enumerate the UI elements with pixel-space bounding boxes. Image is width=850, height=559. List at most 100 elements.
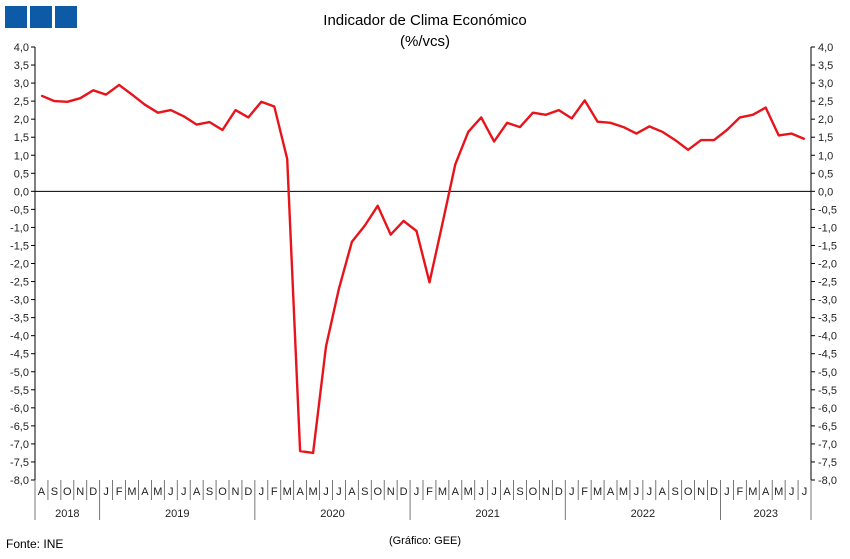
data-point bbox=[558, 109, 560, 111]
x-tick-label: F bbox=[581, 486, 588, 498]
data-point bbox=[144, 104, 146, 106]
x-tick-label: S bbox=[672, 486, 679, 498]
y-tick-label-left: -3,5 bbox=[10, 313, 29, 325]
series-line bbox=[41, 83, 805, 455]
year-label: 2019 bbox=[165, 508, 189, 520]
y-tick-label-right: -3,0 bbox=[818, 295, 837, 307]
x-tick-label: D bbox=[555, 486, 563, 498]
y-tick-label-right: -1,5 bbox=[818, 240, 837, 252]
x-tick-label: D bbox=[400, 486, 408, 498]
data-point bbox=[312, 452, 314, 454]
data-point bbox=[79, 97, 81, 99]
x-tick-label: N bbox=[231, 486, 239, 498]
plot-area bbox=[40, 83, 806, 455]
data-point bbox=[403, 220, 405, 222]
y-tick-label-left: 1,0 bbox=[14, 150, 29, 162]
data-point bbox=[351, 241, 353, 243]
x-tick-label: A bbox=[452, 486, 460, 498]
data-point bbox=[752, 114, 754, 116]
x-tick-label: M bbox=[748, 486, 757, 498]
x-tick-label: M bbox=[153, 486, 162, 498]
year-label: 2020 bbox=[320, 508, 344, 520]
x-tick-label: A bbox=[503, 486, 511, 498]
data-point bbox=[40, 95, 43, 97]
data-point bbox=[674, 139, 676, 141]
y-tick-label-left: 3,5 bbox=[14, 60, 29, 72]
data-point bbox=[273, 105, 275, 108]
y-tick-label-left: -2,0 bbox=[10, 259, 29, 271]
y-tick-label-right: -3,5 bbox=[818, 313, 837, 325]
data-point bbox=[454, 163, 456, 165]
y-tick-label-left: 3,0 bbox=[14, 78, 29, 90]
x-tick-label: A bbox=[296, 486, 304, 498]
year-label: 2022 bbox=[631, 508, 655, 520]
x-tick-label: J bbox=[634, 486, 640, 498]
x-tick-label: N bbox=[76, 486, 84, 498]
data-point bbox=[234, 109, 237, 111]
data-point bbox=[260, 101, 262, 103]
x-tick-label: N bbox=[387, 486, 395, 498]
y-tick-label-left: -0,5 bbox=[10, 204, 29, 216]
data-point bbox=[584, 99, 586, 102]
data-point bbox=[196, 123, 198, 126]
y-tick-label-right: -2,5 bbox=[818, 277, 837, 289]
data-point bbox=[415, 230, 418, 232]
x-tick-label: M bbox=[308, 486, 317, 498]
y-tick-label-right: -7,5 bbox=[818, 457, 837, 469]
y-tick-label-left: 0,0 bbox=[14, 186, 29, 198]
y-tick-label-right: 4,0 bbox=[818, 42, 833, 54]
source-note: Fonte: INE bbox=[6, 537, 64, 551]
x-tick-label: F bbox=[116, 486, 123, 498]
x-tick-label: J bbox=[103, 486, 109, 498]
x-tick-label: O bbox=[373, 486, 382, 498]
y-tick-label-right: -4,5 bbox=[818, 349, 837, 361]
y-tick-label-left: -6,5 bbox=[10, 421, 29, 433]
data-point bbox=[157, 112, 159, 114]
x-tick-label: A bbox=[193, 486, 201, 498]
data-point bbox=[739, 116, 741, 118]
y-tick-label-right: 2,5 bbox=[818, 96, 833, 108]
y-tick-label-left: -7,0 bbox=[10, 439, 29, 451]
y-tick-label-left: 2,0 bbox=[14, 114, 29, 126]
y-tick-label-left: -4,5 bbox=[10, 349, 29, 361]
data-point bbox=[53, 100, 56, 102]
y-tick-label-right: -6,5 bbox=[818, 421, 837, 433]
ine-logo-icon bbox=[5, 6, 79, 28]
x-tick-label: A bbox=[607, 486, 615, 498]
y-axis-right: 4,0 3,5 3,0 2,5 2,0 1,5 1,0 0,5 0,0 -0,5 -1,0 -1,5 -… bbox=[811, 42, 837, 487]
chart-title: Indicador de Clima Económico bbox=[323, 12, 527, 29]
x-tick-label: J bbox=[414, 486, 420, 498]
data-point bbox=[105, 94, 107, 96]
x-tick-label: J bbox=[724, 486, 730, 498]
data-point bbox=[778, 134, 780, 137]
y-tick-label-left: -4,0 bbox=[10, 331, 29, 343]
y-tick-label-right: 0,0 bbox=[818, 186, 833, 198]
x-tick-label: O bbox=[529, 486, 538, 498]
x-tick-label: S bbox=[51, 486, 58, 498]
y-tick-label-left: -7,5 bbox=[10, 457, 29, 469]
data-point bbox=[506, 122, 508, 124]
data-point bbox=[118, 84, 120, 86]
y-tick-label-left: -3,0 bbox=[10, 295, 29, 307]
data-point bbox=[441, 223, 443, 225]
x-tick-label: J bbox=[478, 486, 484, 498]
x-tick-label: D bbox=[710, 486, 718, 498]
chart-subtitle: (%/vcs) bbox=[400, 33, 450, 50]
x-tick-label: M bbox=[127, 486, 136, 498]
y-tick-label-left: 1,5 bbox=[14, 132, 29, 144]
x-tick-label: S bbox=[361, 486, 368, 498]
y-tick-label-left: 4,0 bbox=[14, 42, 29, 54]
data-point bbox=[66, 101, 68, 103]
y-tick-label-left: -5,5 bbox=[10, 385, 29, 397]
x-tick-label: F bbox=[736, 486, 743, 498]
y-tick-label-left: -2,5 bbox=[10, 277, 29, 289]
data-point bbox=[467, 131, 469, 133]
data-point bbox=[700, 139, 702, 141]
data-point bbox=[622, 126, 625, 128]
y-tick-label-right: -8,0 bbox=[818, 475, 837, 487]
data-point bbox=[338, 288, 340, 290]
x-tick-label: J bbox=[181, 486, 187, 498]
chart-credit: (Gráfico: GEE) bbox=[388, 535, 462, 547]
data-point bbox=[648, 125, 650, 127]
